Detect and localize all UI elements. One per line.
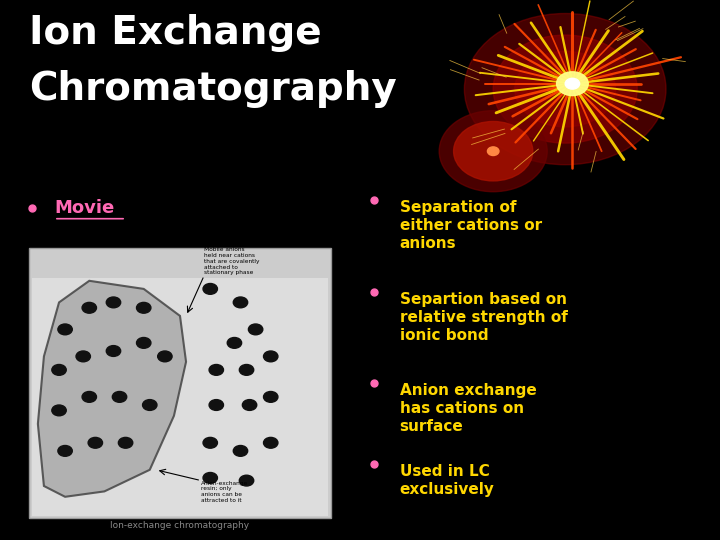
Polygon shape	[38, 281, 186, 497]
Circle shape	[137, 302, 151, 313]
Circle shape	[454, 122, 533, 181]
Circle shape	[264, 392, 278, 402]
Circle shape	[82, 302, 96, 313]
Circle shape	[203, 437, 217, 448]
Circle shape	[557, 72, 588, 96]
Circle shape	[565, 78, 580, 89]
Circle shape	[82, 392, 96, 402]
Circle shape	[118, 437, 132, 448]
FancyBboxPatch shape	[29, 248, 331, 518]
Circle shape	[143, 400, 157, 410]
Text: Used in LC
exclusively: Used in LC exclusively	[400, 464, 495, 497]
Text: Separation of
either cations or
anions: Separation of either cations or anions	[400, 200, 541, 251]
Circle shape	[239, 364, 253, 375]
Circle shape	[464, 14, 666, 165]
Text: Ion Exchange: Ion Exchange	[29, 14, 321, 51]
Circle shape	[493, 35, 637, 143]
Circle shape	[209, 400, 223, 410]
Text: Anion-exchange
resin; only
anions can be
attracted to it: Anion-exchange resin; only anions can be…	[201, 481, 248, 503]
Circle shape	[58, 446, 72, 456]
Circle shape	[112, 392, 127, 402]
Circle shape	[243, 400, 257, 410]
FancyBboxPatch shape	[32, 278, 328, 516]
Text: Chromatography: Chromatography	[29, 70, 397, 108]
Circle shape	[76, 351, 91, 362]
Text: Ion-exchange chromatography: Ion-exchange chromatography	[110, 521, 250, 530]
Circle shape	[158, 351, 172, 362]
Circle shape	[52, 405, 66, 416]
Circle shape	[137, 338, 151, 348]
Circle shape	[203, 472, 217, 483]
Circle shape	[487, 147, 499, 156]
Circle shape	[233, 446, 248, 456]
Circle shape	[228, 338, 242, 348]
Circle shape	[209, 364, 223, 375]
Circle shape	[264, 351, 278, 362]
Circle shape	[239, 475, 253, 486]
Circle shape	[107, 297, 121, 308]
Circle shape	[52, 364, 66, 375]
Circle shape	[233, 297, 248, 308]
Circle shape	[107, 346, 121, 356]
Text: Separtion based on
relative strength of
ionic bond: Separtion based on relative strength of …	[400, 292, 567, 342]
Circle shape	[439, 111, 547, 192]
Circle shape	[58, 324, 72, 335]
Circle shape	[248, 324, 263, 335]
Text: Movie: Movie	[54, 199, 114, 217]
Circle shape	[88, 437, 102, 448]
Text: Anion exchange
has cations on
surface: Anion exchange has cations on surface	[400, 383, 536, 434]
Text: Mobile anions
held near cations
that are covalently
attached to
stationary phase: Mobile anions held near cations that are…	[204, 247, 260, 275]
Circle shape	[203, 284, 217, 294]
Circle shape	[264, 437, 278, 448]
Circle shape	[515, 51, 616, 127]
